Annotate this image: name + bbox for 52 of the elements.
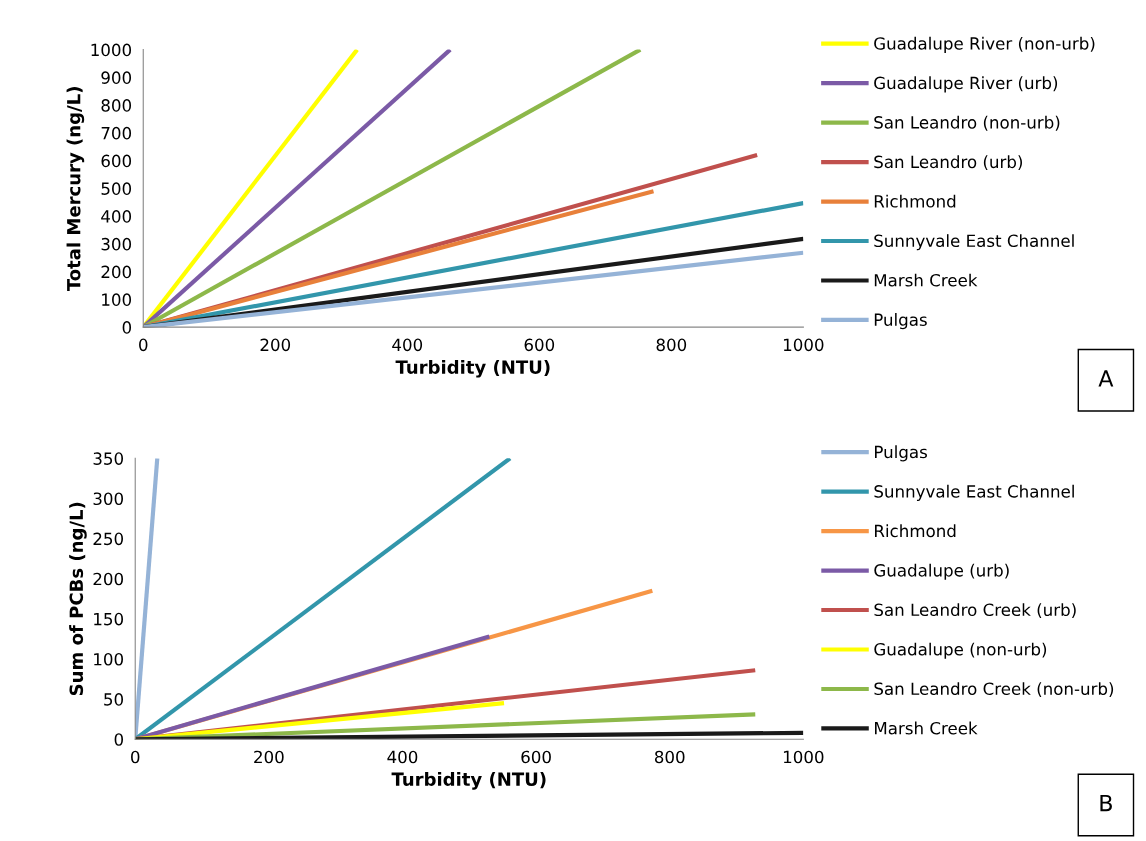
x-tick-label: 600 [521,750,551,764]
y-tick-label: 300 [101,237,132,251]
text: B [1100,794,1112,812]
y-tick-label: 50 [104,693,124,706]
y-axis-title: Sum of PCBs (ng/L) [69,502,87,696]
y-tick-label: 250 [93,532,124,546]
legend-label: Pulgas [874,313,927,330]
y-tick-label: 200 [93,572,124,586]
y-axis-title: Total Mercury (ng/L) [66,87,85,292]
y-tick-label: 500 [101,182,132,195]
x-tick-label: 400 [387,750,418,764]
legend-label: Sunnyvale East Channel [874,234,1074,251]
legend-label: Sunnyvale East Channel [874,484,1074,501]
y-tick-label: 400 [101,210,132,223]
legend-label: Guadalupe River (urb) [874,76,1058,93]
legend-label: Richmond [874,194,956,208]
legend-label: Guadalupe (urb) [874,563,1009,580]
text: A [1098,370,1114,387]
y-tick-label: 600 [101,154,132,168]
y-tick-label: 100 [102,293,132,306]
legend-label: San Leandro (urb) [874,155,1023,171]
y-tick-label: 200 [101,265,132,279]
y-tick-label: 0 [122,321,132,334]
y-tick-label: 350 [93,452,124,465]
y-tick-label: 900 [101,71,132,84]
legend-label: Guadalupe (non-urb) [874,642,1047,659]
x-tick-label: 800 [656,338,687,352]
legend-label: Richmond [875,524,956,538]
x-tick-label: 600 [524,338,555,352]
y-tick-label: 800 [101,99,132,112]
legend-label: Guadalupe River (non-urb) [874,36,1095,53]
y-tick-label: 700 [101,126,132,140]
x-tick-label: 200 [254,750,284,764]
x-axis-title: Turbidity (NTU) [395,359,550,378]
y-tick-label: 300 [93,492,124,506]
x-axis-title: Turbidity (NTU) [391,772,546,790]
legend-label: Pulgas [875,445,927,462]
legend-label: Marsh Creek [874,273,978,287]
x-tick-label: 200 [260,338,291,352]
x-tick-label: 1000 [783,750,824,764]
legend-label: San Leandro Creek (non-urb) [874,682,1114,697]
x-tick-label: 1000 [783,338,824,352]
x-tick-label: 400 [392,338,423,352]
x-tick-label: 800 [654,750,685,764]
legend-label: San Leandro (non-urb) [874,115,1060,131]
legend-label: Marsh Creek [875,721,978,735]
legend-label: San Leandro Creek (urb) [874,603,1076,619]
y-tick-label: 1000 [91,43,132,57]
y-tick-label: 150 [94,612,124,626]
y-tick-label: 100 [94,652,124,666]
x-tick-label: 0 [139,338,148,352]
y-tick-label: 0 [114,733,124,746]
